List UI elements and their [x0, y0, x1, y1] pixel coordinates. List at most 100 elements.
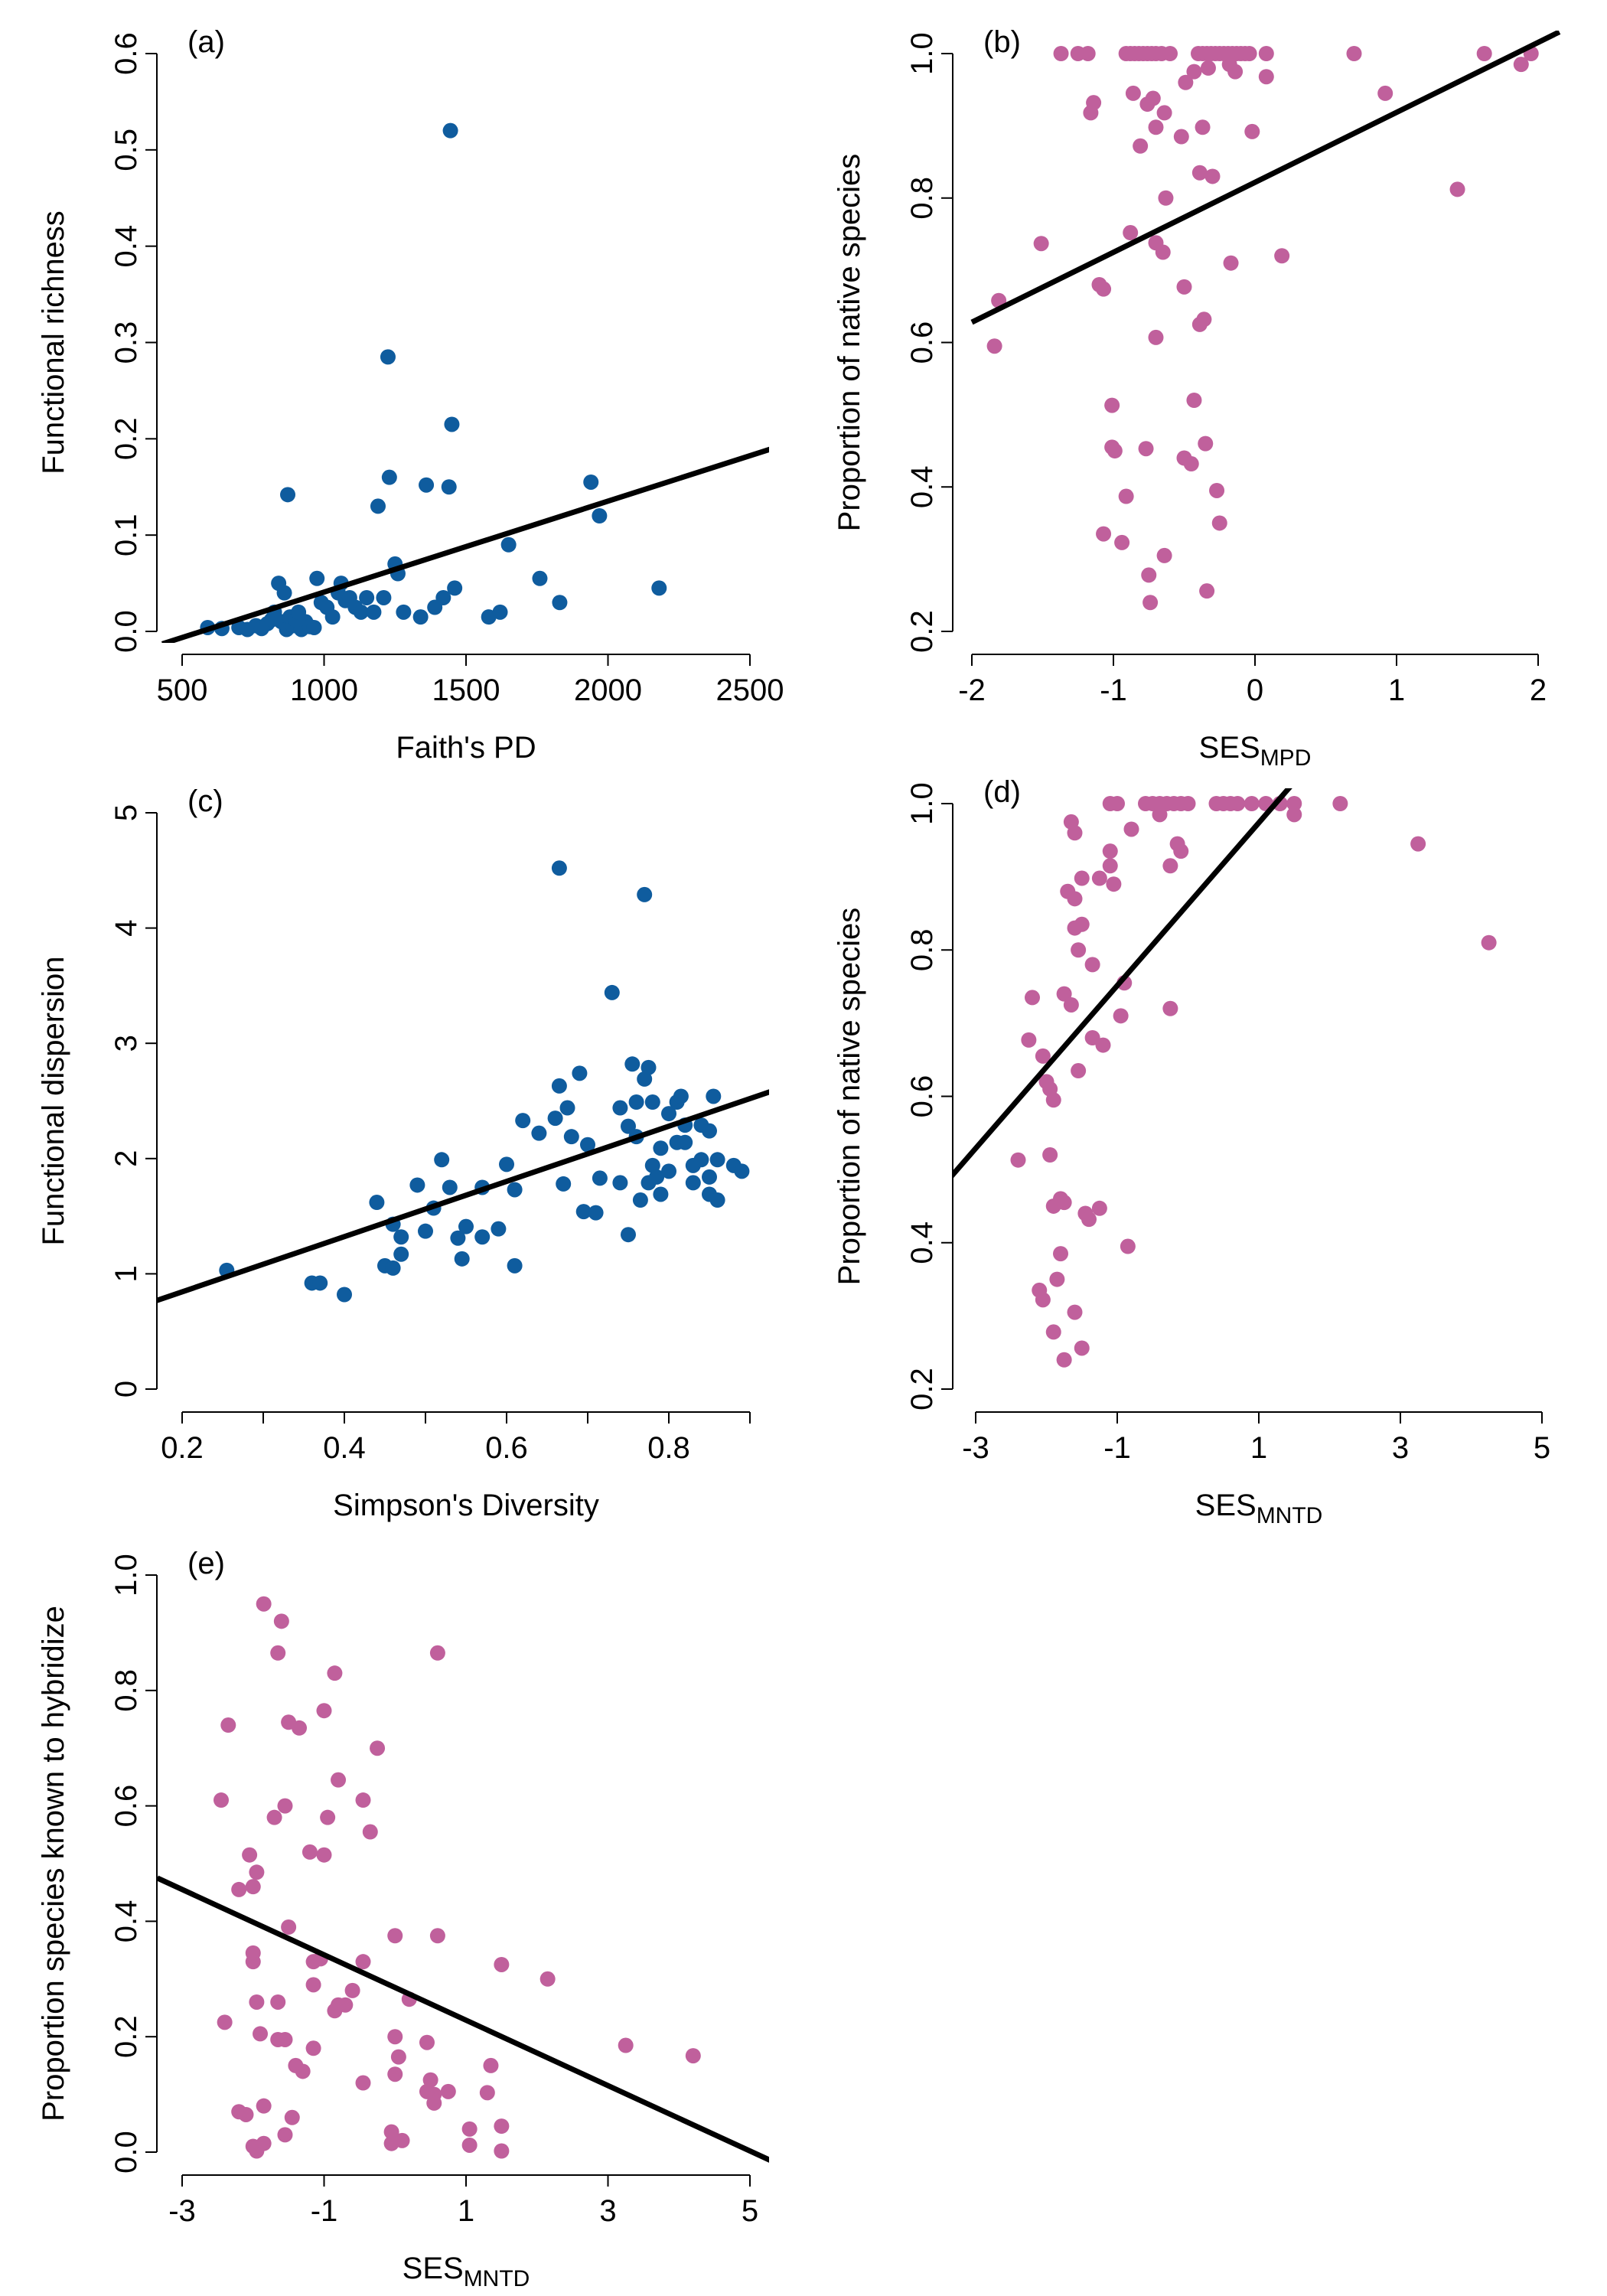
panel-e-point	[422, 2072, 438, 2088]
panel-e-point	[253, 2026, 269, 2042]
panel-b-point	[1138, 441, 1154, 457]
panel-d-point	[1071, 1063, 1087, 1079]
panel-a-point	[370, 498, 386, 514]
panel-b-points	[986, 46, 1539, 611]
panel-e-points	[214, 1596, 701, 2159]
panel-a-point	[380, 349, 396, 365]
panel-c-xlabel: Simpson's Diversity	[333, 1489, 599, 1522]
panel-a-point	[441, 479, 457, 495]
panel-b-point	[1114, 534, 1130, 550]
panel-b-xlabel: SESMPD	[1199, 731, 1312, 771]
panel-c-point	[661, 1163, 676, 1179]
panel-b-point	[1346, 46, 1362, 61]
panel-e-point	[483, 2057, 499, 2073]
panel-d-ylabel: Proportion of native species	[833, 908, 866, 1286]
panel-e-point	[245, 1879, 261, 1895]
panel-d-point	[1021, 1032, 1037, 1048]
panel-d-point	[1244, 796, 1260, 811]
panel-a-fit-line	[161, 446, 769, 643]
panel-d-point	[1056, 1352, 1072, 1368]
panel-a-point	[532, 570, 548, 586]
panel-e-x-tick-label: 3	[599, 2194, 616, 2228]
panel-b-point	[1449, 181, 1465, 197]
panel-c-point	[450, 1230, 466, 1246]
panel-a-point	[552, 595, 568, 611]
panel-c-point	[709, 1192, 725, 1208]
panel-e-xlabel: SESMNTD	[403, 2252, 530, 2291]
panel-c-point	[604, 984, 620, 1000]
panel-e-point	[618, 2037, 634, 2053]
panel-d-point	[1113, 1008, 1129, 1024]
panel-e-y-tick-label: 0.2	[109, 2015, 143, 2058]
panel-e-point	[295, 2063, 311, 2079]
panel-a-point	[444, 416, 460, 432]
panel-d-point	[1152, 807, 1168, 823]
panel-b-point	[1176, 279, 1192, 295]
panel-c-point	[458, 1218, 474, 1234]
panel-c-y-tick-label: 2	[109, 1150, 143, 1167]
panel-d-point	[1074, 1340, 1090, 1356]
panel-b-point	[1377, 85, 1393, 101]
panel-d-x-tick-label: 1	[1250, 1431, 1267, 1465]
panel-d-point	[1091, 870, 1107, 886]
panel-d-label: (d)	[983, 775, 1021, 809]
panel-d-point	[1162, 858, 1178, 874]
panel-d-point	[1010, 1152, 1026, 1168]
panel-d-point	[1049, 1271, 1065, 1287]
panel-e-y-tick-label: 1.0	[109, 1554, 143, 1596]
panel-c-point	[474, 1229, 491, 1245]
panel-c-point	[637, 886, 653, 902]
panel-b-point	[1083, 105, 1099, 121]
panel-b-point	[1096, 526, 1112, 542]
panel-e-point	[370, 1740, 386, 1756]
panel-e-point	[429, 1645, 445, 1661]
panel-b-point	[1223, 255, 1239, 271]
panel-b-point	[1178, 74, 1194, 90]
panel-c-point	[653, 1186, 669, 1202]
panel-d-x-tick-label: 3	[1392, 1431, 1409, 1465]
panel-b-label: (b)	[983, 25, 1021, 59]
panel-a-point	[419, 477, 435, 493]
panel-b-point	[1274, 248, 1290, 264]
panel-e-point	[256, 1596, 272, 1612]
panel-c-point	[337, 1287, 352, 1303]
panel-d-point	[1162, 1000, 1178, 1016]
panel-d-point	[1332, 796, 1348, 811]
panel-e-y-tick-label: 0.0	[109, 2131, 143, 2174]
panel-e-label: (e)	[187, 1547, 225, 1580]
panel-c-point	[409, 1177, 425, 1193]
panel-e-point	[316, 1847, 332, 1863]
panel-c-point	[499, 1156, 514, 1172]
panel-c-point	[702, 1123, 717, 1139]
panel-e-point	[277, 1798, 293, 1814]
panel-d-point	[1067, 920, 1083, 936]
panel-a-point	[492, 604, 508, 620]
panel-e-point	[231, 1881, 247, 1897]
panel-e-xlabel-main: SES	[403, 2252, 464, 2285]
panel-e-point	[685, 2048, 701, 2064]
panel-c-y-tick-label: 4	[109, 919, 143, 936]
panel-c-point	[706, 1088, 722, 1104]
panel-b-x-tick-label: 0	[1247, 673, 1263, 707]
panel-d-y-tick-label: 0.4	[905, 1221, 939, 1264]
panel-d-point	[1067, 1304, 1083, 1320]
panel-c-point	[491, 1221, 507, 1237]
panel-c-point	[673, 1088, 689, 1104]
panel-b-point	[986, 338, 1002, 354]
panel-a-x-tick-label: 2500	[716, 673, 784, 707]
panel-d-point	[1063, 996, 1079, 1013]
panel-e-fit-line	[157, 1875, 769, 2163]
panel-b-point	[1211, 515, 1227, 531]
panel-c-point	[572, 1065, 588, 1081]
panel-c-fit-line	[157, 1089, 769, 1303]
panel-e-point	[429, 1928, 445, 1944]
panel-a-point	[500, 536, 517, 553]
panel-e-point	[494, 2143, 510, 2159]
panel-b-point	[1227, 64, 1244, 80]
panel-c-point	[312, 1275, 328, 1291]
panel-e-point	[383, 2135, 399, 2151]
panel-b-point	[1200, 60, 1216, 76]
panel-d-y-tick-label: 0.8	[905, 928, 939, 971]
panel-c-x-tick-label: 0.2	[161, 1431, 204, 1465]
panel-c-point	[556, 1176, 572, 1192]
